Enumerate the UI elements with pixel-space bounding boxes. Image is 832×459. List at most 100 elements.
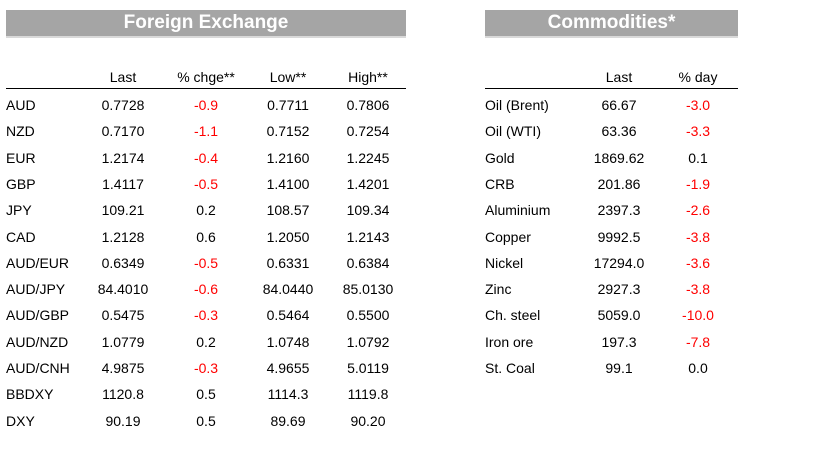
fx-low: 108.57 (266, 202, 310, 219)
fx-chge: -0.6 (193, 281, 219, 298)
commodities-col-last: Last (605, 69, 633, 85)
commodity-day: -3.8 (685, 281, 711, 298)
commodity-day: 0.0 (688, 360, 708, 376)
commodity-last: 66.67 (601, 97, 637, 113)
fx-chge: 0.2 (196, 202, 216, 219)
table-row: Aluminium 2397.3 -2.6 (485, 201, 738, 223)
commodity-day: -3.6 (685, 254, 711, 271)
fx-name: AUD/CNH (6, 360, 70, 376)
commodity-day: -1.9 (685, 175, 711, 192)
fx-chge: -0.3 (193, 307, 219, 324)
fx-name: BBDXY (6, 386, 54, 403)
fx-low: 1.2160 (266, 149, 310, 166)
fx-high: 1.4201 (346, 175, 390, 192)
fx-last: 109.21 (101, 202, 145, 219)
table-row: Copper 9992.5 -3.8 (485, 228, 738, 250)
fx-name: JPY (6, 202, 32, 219)
fx-chge: 0.2 (196, 333, 216, 350)
fx-chge: -0.4 (193, 149, 219, 166)
commodity-last: 201.86 (597, 175, 641, 192)
commodity-day: -3.8 (685, 228, 711, 245)
fx-high: 85.0130 (342, 281, 394, 298)
fx-chge: 0.5 (196, 412, 216, 429)
commodity-last: 197.3 (601, 333, 637, 350)
fx-name: AUD/GBP (6, 307, 70, 324)
commodity-name: CRB (485, 175, 515, 192)
fx-high: 1.2245 (346, 149, 390, 166)
table-row: GBP 1.4117 -0.5 1.4100 1.4201 (6, 175, 406, 197)
fx-low: 4.9655 (266, 360, 310, 376)
commodity-name: Iron ore (485, 333, 534, 350)
commodity-day: -2.6 (685, 202, 711, 219)
fx-col-low: Low** (269, 69, 307, 85)
table-row: BBDXY 1120.8 0.5 1114.3 1119.8 (6, 385, 406, 407)
table-row: EUR 1.2174 -0.4 1.2160 1.2245 (6, 149, 406, 171)
commodities-title: Commodities* (485, 10, 738, 38)
fx-high: 109.34 (346, 202, 390, 219)
table-row: JPY 109.21 0.2 108.57 109.34 (6, 201, 406, 223)
fx-high: 1119.8 (347, 386, 389, 403)
commodity-day: -3.3 (685, 123, 711, 140)
commodity-name: Aluminium (485, 202, 551, 219)
table-row: NZD 0.7170 -1.1 0.7152 0.7254 (6, 122, 406, 144)
commodity-last: 99.1 (605, 360, 633, 376)
commodity-name: Copper (485, 228, 531, 245)
fx-high: 0.7254 (346, 123, 390, 140)
fx-last: 0.7728 (101, 97, 145, 113)
foreign-exchange-title: Foreign Exchange (6, 10, 406, 38)
table-row: Zinc 2927.3 -3.8 (485, 280, 738, 302)
fx-high: 0.5500 (346, 307, 390, 324)
commodity-name: Gold (485, 149, 515, 166)
commodity-last: 1869.62 (593, 149, 645, 166)
fx-name: AUD/NZD (6, 333, 69, 350)
fx-header-row: Last % chge** Low** High** (6, 68, 406, 89)
table-row: AUD/EUR 0.6349 -0.5 0.6331 0.6384 (6, 254, 406, 276)
fx-high: 1.2143 (346, 228, 390, 245)
fx-high: 90.20 (350, 412, 386, 429)
commodities-header-row: Last % day (485, 68, 738, 89)
fx-low: 0.6331 (266, 254, 310, 271)
commodity-last: 9992.5 (597, 228, 641, 245)
commodity-name: Nickel (485, 254, 524, 271)
fx-name: NZD (6, 123, 35, 140)
fx-last: 1.0779 (101, 333, 145, 350)
foreign-exchange-panel: Foreign Exchange Last % chge** Low** Hig… (6, 10, 406, 429)
fx-high: 0.7806 (346, 97, 390, 113)
fx-chge: -0.9 (193, 97, 219, 113)
table-row: Nickel 17294.0 -3.6 (485, 254, 738, 276)
fx-low: 1114.3 (267, 386, 309, 403)
fx-last: 0.7170 (101, 123, 145, 140)
fx-name: AUD/EUR (6, 254, 70, 271)
fx-chge: -1.1 (193, 123, 219, 140)
table-row: Oil (WTI) 63.36 -3.3 (485, 122, 738, 144)
commodity-last: 2397.3 (597, 202, 641, 219)
fx-col-high: High** (348, 69, 388, 85)
fx-last: 4.9875 (101, 360, 145, 376)
fx-low: 84.0440 (262, 281, 314, 298)
fx-name: AUD/JPY (6, 281, 66, 298)
fx-chge: 0.5 (196, 386, 216, 403)
table-row: AUD/JPY 84.4010 -0.6 84.0440 85.0130 (6, 280, 406, 302)
table-row: DXY 90.19 0.5 89.69 90.20 (6, 412, 406, 434)
commodity-name: Zinc (485, 281, 512, 298)
fx-col-last: Last (109, 69, 137, 85)
table-row: Ch. steel 5059.0 -10.0 (485, 306, 738, 328)
table-row: AUD 0.7728 -0.9 0.7711 0.7806 (6, 96, 406, 118)
fx-name: AUD (6, 97, 36, 113)
fx-low: 0.5464 (266, 307, 310, 324)
commodity-day: -3.0 (685, 97, 711, 113)
table-row: CAD 1.2128 0.6 1.2050 1.2143 (6, 228, 406, 250)
commodity-last: 17294.0 (593, 254, 645, 271)
commodity-name: St. Coal (485, 360, 535, 376)
fx-chge: -0.5 (193, 175, 219, 192)
table-row: Iron ore 197.3 -7.8 (485, 333, 738, 355)
fx-high: 5.0119 (347, 360, 389, 376)
fx-name: EUR (6, 149, 36, 166)
commodity-last: 5059.0 (597, 307, 641, 324)
fx-last: 84.4010 (97, 281, 149, 298)
commodity-name: Ch. steel (485, 307, 541, 324)
fx-chge: -0.3 (193, 360, 219, 376)
commodities-col-day: % day (678, 69, 718, 85)
fx-last: 1.2128 (101, 228, 145, 245)
table-row: St. Coal 99.1 0.0 (485, 359, 738, 381)
